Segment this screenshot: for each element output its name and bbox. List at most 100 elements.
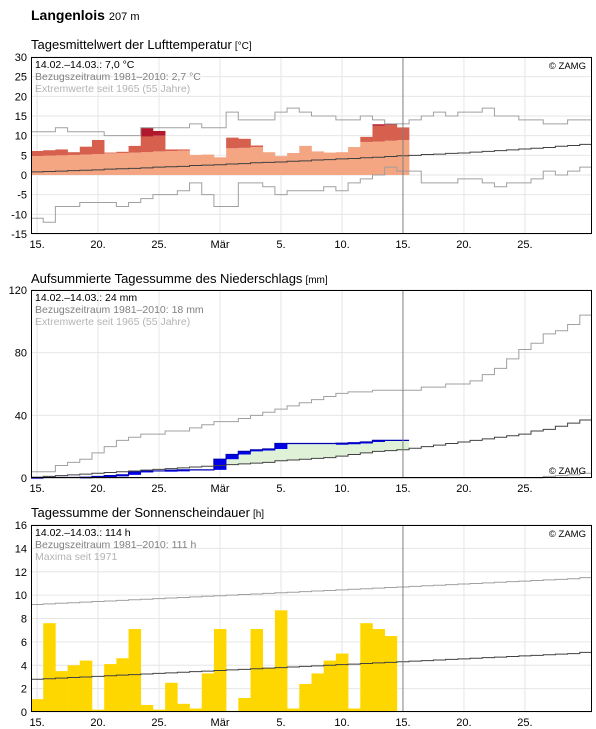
temperature-bar bbox=[287, 152, 300, 175]
temp|0-xtick-label: 20. bbox=[90, 239, 105, 251]
temperature-bar bbox=[104, 153, 117, 175]
sunshine-bar bbox=[55, 671, 68, 712]
temperature-bar bbox=[311, 151, 324, 175]
sun|2-xtick-label: 15. bbox=[395, 717, 410, 729]
temperature-bar bbox=[384, 140, 398, 175]
sun|2-xtick-label: 10. bbox=[334, 717, 349, 729]
station-header: Langenlois 207 m bbox=[31, 7, 139, 25]
sun|2-xtick-label: Mär bbox=[211, 717, 230, 729]
temperature-reference-line bbox=[31, 143, 592, 173]
temperature-bar-anomaly bbox=[91, 139, 105, 155]
precipitation-info-line: 14.02.–14.03.: 24 mm bbox=[35, 292, 137, 304]
precip|1-xtick-label: 15. bbox=[395, 483, 410, 495]
temperature-bar bbox=[226, 148, 239, 175]
temp|0-ytick-label: -15 bbox=[11, 229, 27, 241]
sunshine-reference-line bbox=[31, 651, 592, 680]
sunshine-bar bbox=[287, 708, 300, 712]
sunshine-bar bbox=[360, 623, 373, 712]
sunshine-bar bbox=[189, 708, 203, 712]
sunshine-bar bbox=[262, 667, 276, 712]
temperature-bar bbox=[348, 147, 361, 175]
temp|0-ytick-label: 5 bbox=[21, 150, 27, 162]
sunshine-bar bbox=[238, 697, 251, 712]
temperature-bar-anomaly bbox=[43, 150, 56, 156]
sunshine-plot-frame bbox=[31, 525, 592, 712]
precipitation-max-line bbox=[31, 314, 592, 473]
temperature-bar-anomaly bbox=[384, 125, 398, 141]
temperature-chart-title: Tagesmittelwert der Lufttemperatur [°C] bbox=[31, 37, 252, 52]
sun|2-ytick-label: 4 bbox=[21, 660, 27, 672]
sun|2-xtick-label: 5. bbox=[276, 717, 285, 729]
temperature-bar-anomaly bbox=[116, 151, 129, 153]
precipitation-day-increment bbox=[335, 443, 349, 445]
precip|1-xtick-label: 15. bbox=[29, 483, 44, 495]
precip|1-ytick-label: 40 bbox=[15, 410, 27, 422]
temp|0-ytick-label: 15 bbox=[15, 111, 27, 123]
temperature-bar bbox=[189, 154, 203, 175]
precipitation-day-increment bbox=[128, 471, 142, 475]
sun|2-xtick-label: 25. bbox=[151, 717, 166, 729]
sunshine-bar bbox=[43, 623, 56, 712]
sun|2-xtick-label: 25. bbox=[517, 717, 532, 729]
precipitation-day-increment bbox=[250, 449, 264, 452]
precipitation-day-increment bbox=[262, 449, 276, 451]
temperature-bar-anomaly bbox=[226, 137, 239, 149]
sunshine-chart-title: Tagessumme der Sonnenscheindauer [h] bbox=[31, 505, 264, 520]
temperature-bar bbox=[116, 152, 129, 175]
precipitation-day-increment bbox=[104, 475, 117, 478]
precipitation-day-increment bbox=[226, 454, 239, 460]
temperature-bar-anomaly bbox=[177, 149, 190, 151]
temp|0-xtick-label: 25. bbox=[151, 239, 166, 251]
temperature-bar-anomaly bbox=[152, 135, 166, 152]
sun|2-ytick-label: 10 bbox=[15, 590, 27, 602]
sunshine-bar bbox=[140, 704, 154, 712]
sunshine-bar bbox=[31, 699, 44, 712]
precipitation-day-increment bbox=[274, 443, 288, 450]
temperature-bar-anomaly-strong bbox=[152, 130, 166, 136]
sunshine-bar bbox=[384, 636, 398, 712]
sunshine-title-text: Tagessumme der Sonnenscheindauer bbox=[31, 505, 250, 520]
sunshine-info-line: Maxima seit 1971 bbox=[35, 551, 117, 563]
precip|1-xtick-label: 20. bbox=[90, 483, 105, 495]
precip|1-xtick-label: 25. bbox=[517, 483, 532, 495]
sunshine-bar bbox=[201, 673, 215, 712]
sunshine-bar bbox=[372, 629, 385, 712]
temperature-bar bbox=[323, 152, 337, 175]
temperature-bar bbox=[372, 141, 385, 175]
temp|0-ytick-label: -5 bbox=[17, 190, 27, 202]
temperature-bar bbox=[274, 156, 288, 175]
precipitation-title-text: Aufsummierte Tagessumme des Niederschlag… bbox=[31, 271, 303, 286]
precipitation-day-increment bbox=[140, 470, 154, 473]
temp|0-xtick-label: 15. bbox=[29, 239, 44, 251]
sunshine-bar bbox=[250, 629, 264, 712]
temp|0-xtick-label: 20. bbox=[456, 239, 471, 251]
sunshine-bar bbox=[299, 683, 312, 712]
precipitation-day-increment bbox=[165, 470, 178, 472]
precipitation-day-increment bbox=[360, 441, 373, 444]
precipitation-sum-line bbox=[31, 439, 410, 479]
precipitation-zamg-credit: © ZAMG bbox=[549, 466, 586, 477]
temperature-bar-anomaly-strong bbox=[372, 124, 385, 126]
precip|1-xtick-label: 25. bbox=[151, 483, 166, 495]
sun|2-ytick-label: 8 bbox=[21, 614, 27, 626]
precip|1-xtick-label: 5. bbox=[276, 483, 285, 495]
temperature-bars bbox=[31, 124, 410, 175]
temperature-bar-anomaly bbox=[31, 151, 44, 157]
temperature-bar-anomaly bbox=[128, 145, 142, 153]
temperature-bar bbox=[165, 151, 178, 175]
sun|2-ytick-label: 12 bbox=[15, 567, 27, 579]
precipitation-day-increment bbox=[348, 442, 361, 445]
sun|2-xtick-label: 15. bbox=[29, 717, 44, 729]
temperature-chart: -15 -10 -5 0 5 10 15 20 25 30 15. 20. 25. Mär 5. 10. 15.… bbox=[11, 52, 592, 251]
sun|2-ytick-label: 6 bbox=[21, 637, 27, 649]
precipitation-surplus-area bbox=[31, 440, 410, 478]
temperature-bar-anomaly bbox=[67, 152, 81, 155]
station-elevation: 207 m bbox=[108, 11, 140, 23]
sunshine-bar bbox=[104, 664, 117, 712]
temperature-bar bbox=[238, 147, 251, 175]
temperature-bar bbox=[91, 154, 105, 175]
temperature-bar-anomaly bbox=[360, 136, 373, 142]
temp|0-xtick-label: 5. bbox=[276, 239, 285, 251]
temperature-bar bbox=[213, 157, 227, 175]
